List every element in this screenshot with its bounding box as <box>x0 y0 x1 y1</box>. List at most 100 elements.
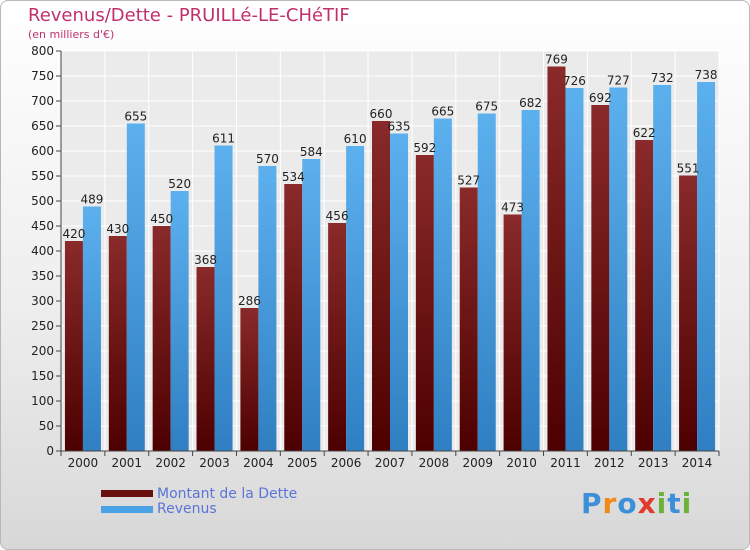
x-tick-label: 2005 <box>287 456 318 470</box>
dette-bar <box>503 214 522 451</box>
dette-value-label: 551 <box>677 162 700 176</box>
dette-value-label: 592 <box>413 141 436 155</box>
y-tick-label: 450 <box>31 219 54 233</box>
revenus-bar <box>170 191 189 451</box>
dette-value-label: 430 <box>106 222 129 236</box>
revenus-bar <box>126 123 145 451</box>
revenus-bar <box>82 206 101 451</box>
dette-bar <box>240 308 259 451</box>
revenus-bar <box>433 118 452 451</box>
y-tick-label: 150 <box>31 369 54 383</box>
logo-letter: r <box>602 487 618 520</box>
revenus-value-label: 726 <box>563 74 586 88</box>
y-tick-label: 700 <box>31 94 54 108</box>
revenus-value-label: 611 <box>212 132 235 146</box>
dette-bar <box>64 241 83 451</box>
y-tick-label: 200 <box>31 344 54 358</box>
x-tick-label: 2004 <box>243 456 274 470</box>
legend-label-dette: Montant de la Dette <box>157 486 298 502</box>
logo-letter: t <box>667 487 682 520</box>
y-tick-label: 750 <box>31 69 54 83</box>
dette-bar <box>328 223 347 451</box>
dette-bar <box>196 267 215 451</box>
dette-bar <box>284 184 303 451</box>
dette-value-label: 622 <box>633 126 656 140</box>
logo-letter: i <box>681 487 693 520</box>
legend-swatch-revenus <box>101 506 153 513</box>
x-tick-label: 2008 <box>419 456 450 470</box>
dette-value-label: 456 <box>326 209 349 223</box>
dette-value-label: 692 <box>589 91 612 105</box>
logo-letter: i <box>656 487 668 520</box>
dette-bar <box>635 140 654 451</box>
dette-value-label: 286 <box>238 294 261 308</box>
y-tick-label: 50 <box>39 419 54 433</box>
x-tick-label: 2001 <box>112 456 143 470</box>
dette-value-label: 473 <box>501 201 524 215</box>
x-tick-label: 2002 <box>155 456 186 470</box>
logo-letter: o <box>617 487 638 520</box>
revenus-bar <box>565 88 584 451</box>
revenus-bar <box>477 113 496 451</box>
x-tick-label: 2006 <box>331 456 362 470</box>
revenus-value-label: 682 <box>519 96 542 110</box>
y-tick-label: 800 <box>31 44 54 58</box>
chart-title: Revenus/Dette - PRUILLé-LE-CHéTIF <box>28 5 350 26</box>
revenus-value-label: 610 <box>344 132 367 146</box>
x-tick-label: 2014 <box>682 456 713 470</box>
x-tick-label: 2013 <box>638 456 669 470</box>
x-tick-label: 2000 <box>68 456 99 470</box>
labels: 0 50 100 150 200 250 300 350 400 450 500 550 600 650 7… <box>31 44 717 470</box>
revenus-value-label: 489 <box>80 193 103 207</box>
dette-value-label: 420 <box>62 227 85 241</box>
x-tick-label: 2003 <box>199 456 230 470</box>
legend-label-revenus: Revenus <box>157 501 217 517</box>
revenus-value-label: 665 <box>431 105 454 119</box>
y-tick-label: 500 <box>31 194 54 208</box>
revenus-value-label: 570 <box>256 152 279 166</box>
x-tick-label: 2007 <box>375 456 406 470</box>
revenus-bar <box>390 133 408 451</box>
y-tick-label: 300 <box>31 294 54 308</box>
logo-letter: x <box>637 487 657 520</box>
dette-bar <box>108 236 127 451</box>
y-tick-label: 250 <box>31 319 54 333</box>
unit-label: (en milliers d'€) <box>28 28 115 41</box>
x-tick-label: 2010 <box>506 456 537 470</box>
dette-bar <box>591 105 610 451</box>
axes <box>56 50 720 456</box>
y-tick-label: 350 <box>31 269 54 283</box>
dette-bar <box>415 155 434 451</box>
y-tick-label: 400 <box>31 244 54 258</box>
y-tick-label: 550 <box>31 169 54 183</box>
y-tick-label: 600 <box>31 144 54 158</box>
dette-bar <box>459 187 478 451</box>
x-tick-label: 2011 <box>550 456 581 470</box>
x-tick-label: 2009 <box>462 456 493 470</box>
y-tick-label: 650 <box>31 119 54 133</box>
revenus-bar <box>697 82 716 451</box>
revenus-value-label: 738 <box>695 68 718 82</box>
revenus-value-label: 635 <box>388 120 411 134</box>
dette-value-label: 368 <box>194 253 217 267</box>
revenus-bar <box>258 166 277 451</box>
dette-value-label: 527 <box>457 174 480 188</box>
dette-value-label: 769 <box>545 53 568 67</box>
dette-bar <box>547 66 566 451</box>
dette-bar <box>372 121 390 451</box>
y-tick-label: 0 <box>46 444 54 458</box>
y-tick-label: 100 <box>31 394 54 408</box>
revenus-value-label: 584 <box>300 145 323 159</box>
dette-value-label: 660 <box>370 107 393 121</box>
revenus-bar <box>521 110 540 451</box>
logo-letter: P <box>581 487 603 520</box>
revenus-value-label: 520 <box>168 177 191 191</box>
dette-bar <box>152 226 171 451</box>
dette-value-label: 534 <box>282 170 305 184</box>
proxiti-logo: Proxiti <box>581 487 692 520</box>
revenus-bar <box>346 146 365 451</box>
revenus-value-label: 655 <box>124 110 147 124</box>
revenus-bar <box>302 159 321 451</box>
